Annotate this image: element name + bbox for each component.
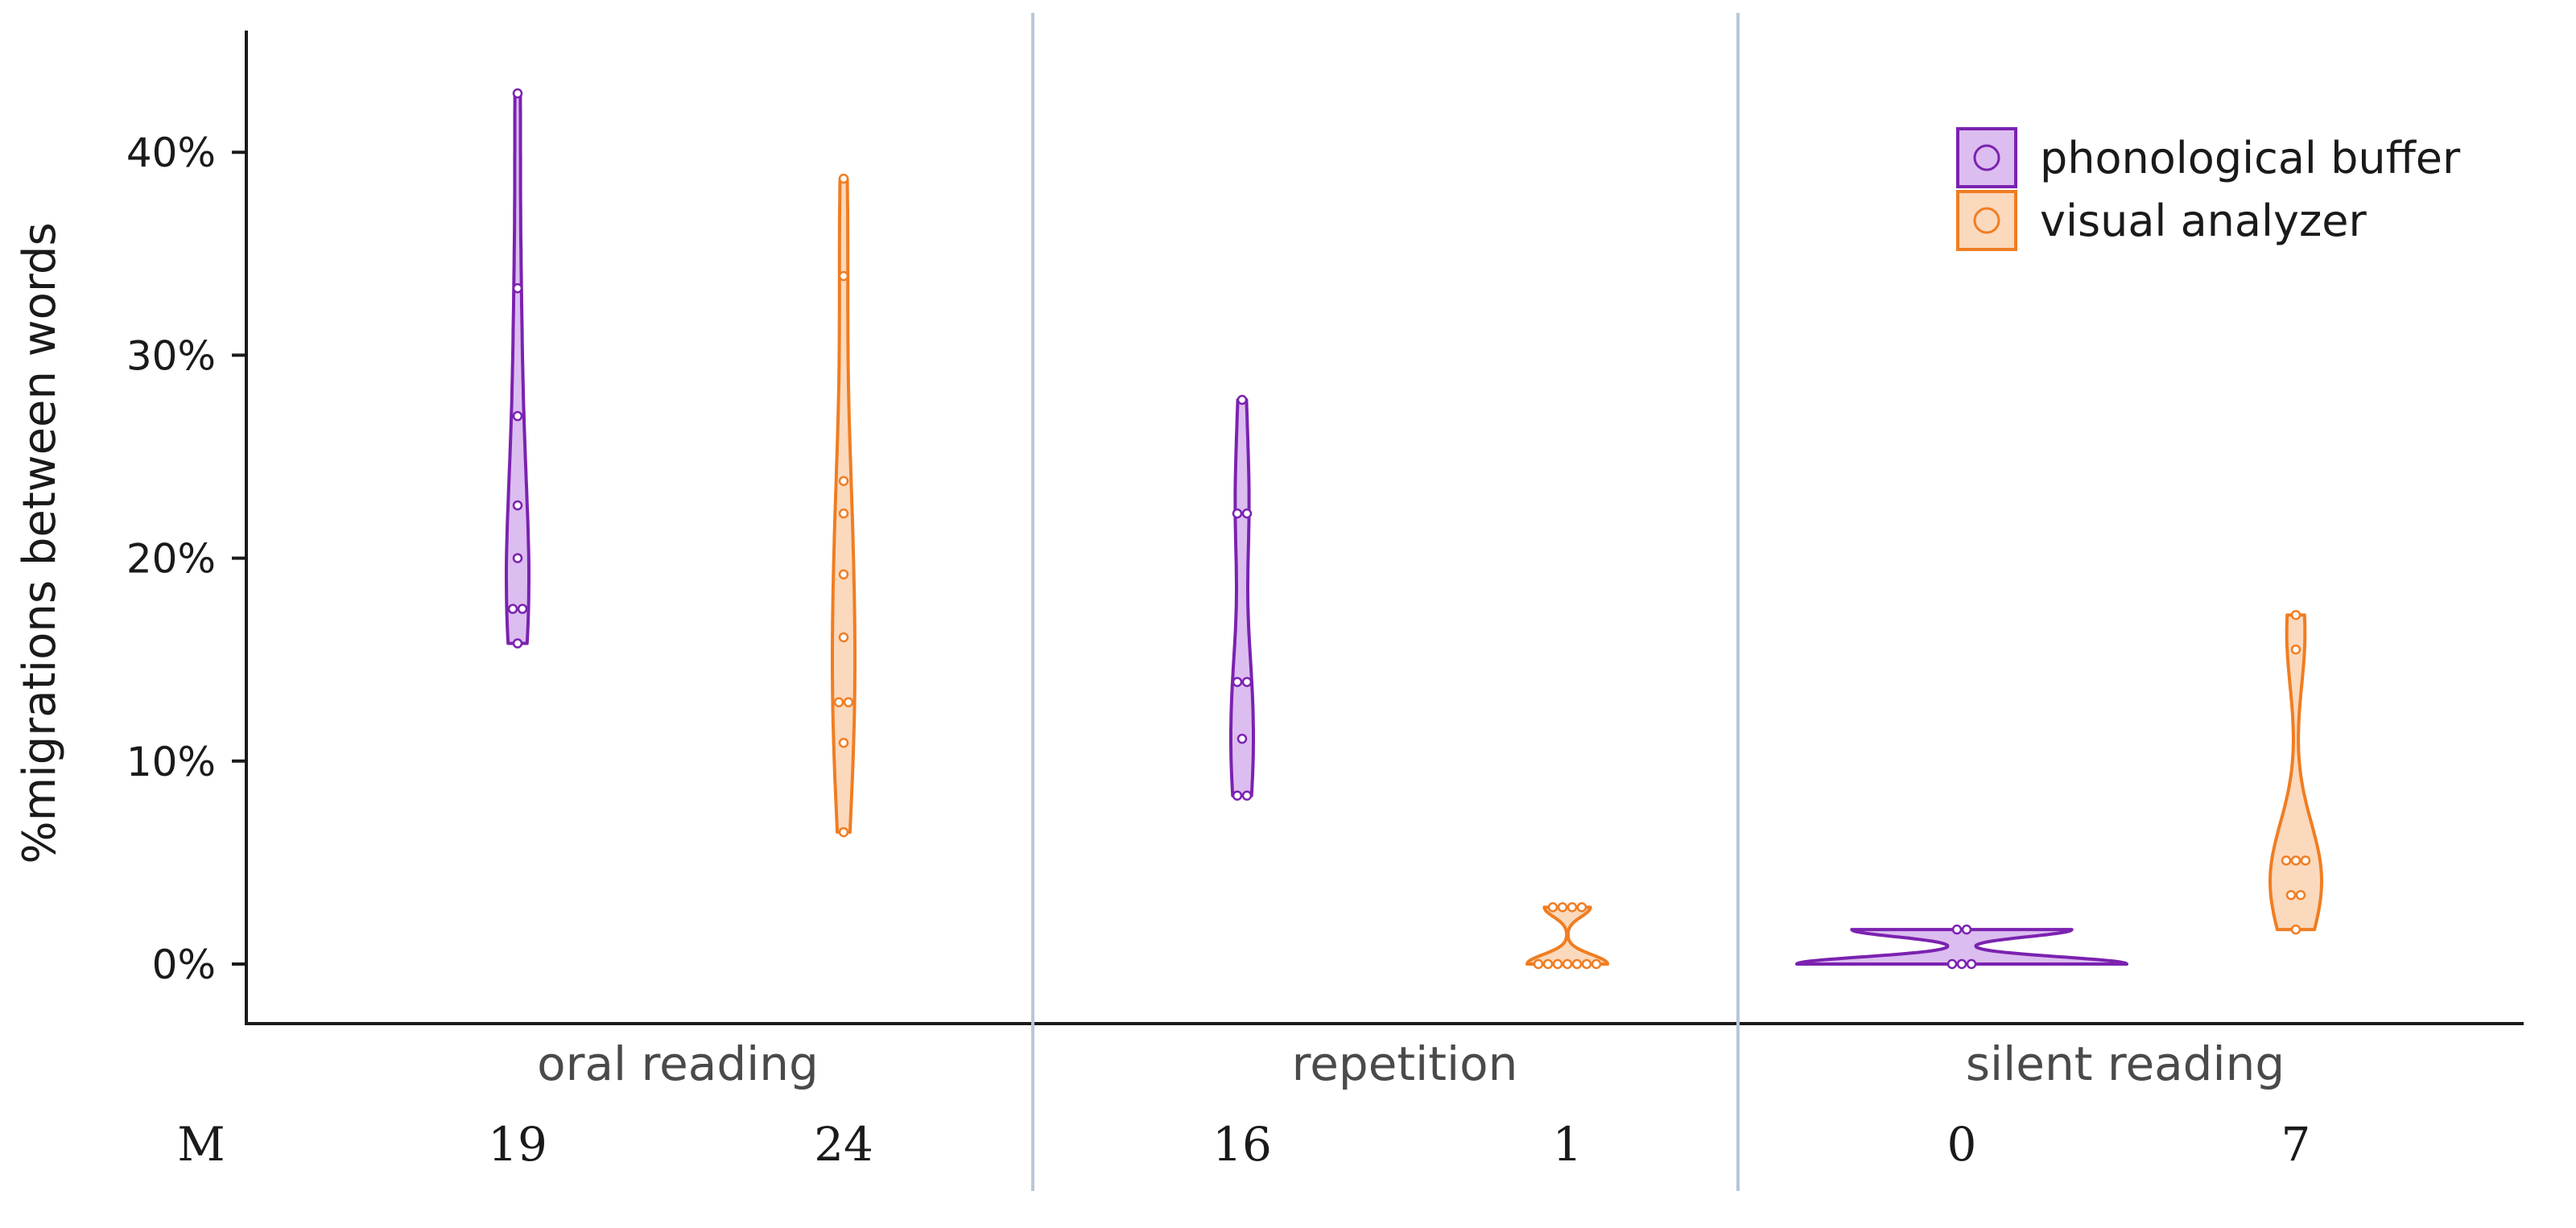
visual-analyzer-repetition-point-0: [1533, 958, 1544, 970]
y-axis-title: %migrations between words: [14, 222, 66, 863]
phonological-buffer-repetition-point-4: [1241, 677, 1253, 687]
phonological-buffer-repetition-point-3: [1232, 677, 1243, 687]
visual-analyzer-repetition-point-5: [1581, 958, 1592, 970]
y-tick-label-20: 20%: [126, 536, 216, 583]
visual-analyzer-repetition-point-9: [1567, 902, 1578, 913]
phonological-buffer-oral-reading-mean-label: 19: [488, 1117, 547, 1172]
visual-analyzer-oral-reading-point-6: [838, 508, 849, 519]
visual-analyzer-silent-reading-violin: [2268, 613, 2323, 932]
phonological-buffer-silent-reading-mean-label: 0: [1947, 1117, 1977, 1172]
visual-analyzer-repetition-point-7: [1547, 902, 1558, 913]
visual-analyzer-oral-reading-point-9: [838, 173, 849, 184]
phonological-buffer-oral-reading-point-4: [512, 500, 523, 511]
phonological-buffer-repetition-point-0: [1232, 790, 1243, 801]
mean-row-label: M: [177, 1117, 225, 1172]
group-label-repetition: repetition: [1292, 1036, 1518, 1091]
phonological-buffer-silent-reading-violin: [1795, 928, 2128, 966]
phonological-buffer-repetition-mean-label: 16: [1212, 1117, 1272, 1172]
legend-label-phonological-buffer: phonological buffer: [2040, 133, 2461, 183]
visual-analyzer-silent-reading-point-4: [2290, 855, 2301, 866]
visual-analyzer-silent-reading-point-7: [2290, 609, 2301, 620]
visual-analyzer-repetition-point-3: [1562, 958, 1573, 970]
visual-analyzer-silent-reading-point-6: [2290, 644, 2301, 655]
visual-analyzer-repetition-point-10: [1576, 902, 1587, 913]
y-tick-label-10: 10%: [126, 739, 216, 785]
phonological-buffer-oral-reading-point-3: [512, 553, 523, 563]
phonological-buffer-oral-reading-point-2: [517, 604, 528, 614]
legend-marker-phonological-buffer: [1973, 144, 2000, 171]
legend-swatch-visual-analyzer: [1956, 190, 2017, 251]
y-tick-label-0: 0%: [152, 942, 216, 988]
phonological-buffer-repetition-point-1: [1241, 790, 1253, 801]
legend-label-visual-analyzer: visual analyzer: [2040, 196, 2368, 246]
visual-analyzer-repetition-point-6: [1591, 958, 1602, 970]
visual-analyzer-oral-reading-point-2: [833, 697, 844, 707]
y-tick-label-40: 40%: [126, 130, 216, 176]
phonological-buffer-oral-reading-point-1: [507, 604, 518, 614]
visual-analyzer-oral-reading-point-0: [838, 826, 849, 838]
visual-analyzer-oral-reading-point-4: [838, 632, 849, 643]
legend-swatch-phonological-buffer: [1956, 127, 2017, 188]
visual-analyzer-oral-reading-point-5: [838, 569, 849, 580]
visual-analyzer-oral-reading-mean-label: 24: [814, 1117, 873, 1172]
phonological-buffer-repetition-point-6: [1241, 508, 1253, 519]
visual-analyzer-repetition-violin: [1525, 905, 1609, 966]
phonological-buffer-repetition-point-7: [1236, 394, 1248, 406]
visual-analyzer-repetition-point-4: [1571, 958, 1583, 970]
phonological-buffer-silent-reading-point-2: [1966, 958, 1977, 970]
phonological-buffer-oral-reading-point-5: [512, 410, 523, 422]
phonological-buffer-silent-reading-point-4: [1961, 924, 1972, 935]
visual-analyzer-oral-reading-point-1: [838, 737, 849, 748]
phonological-buffer-oral-reading-point-0: [512, 638, 523, 649]
visual-analyzer-repetition-point-8: [1557, 902, 1568, 913]
phonological-buffer-repetition-point-2: [1236, 733, 1248, 744]
visual-analyzer-silent-reading-point-0: [2290, 924, 2301, 935]
legend-marker-visual-analyzer: [1973, 207, 2000, 234]
group-label-silent-reading: silent reading: [1966, 1036, 2285, 1091]
group-label-oral-reading: oral reading: [537, 1036, 819, 1091]
visual-analyzer-silent-reading-point-2: [2295, 890, 2306, 900]
phonological-buffer-silent-reading-point-0: [1946, 958, 1958, 970]
phonological-buffer-repetition-point-5: [1232, 508, 1243, 519]
visual-analyzer-silent-reading-point-3: [2281, 855, 2292, 866]
visual-analyzer-silent-reading-mean-label: 7: [2281, 1117, 2311, 1172]
visual-analyzer-oral-reading-point-8: [838, 270, 849, 282]
phonological-buffer-silent-reading-point-1: [1956, 958, 1967, 970]
visual-analyzer-oral-reading-point-7: [838, 476, 849, 487]
visual-analyzer-oral-reading-point-3: [843, 697, 854, 707]
phonological-buffer-oral-reading-point-7: [512, 88, 523, 99]
visual-analyzer-repetition-point-2: [1552, 958, 1563, 970]
visual-analyzer-silent-reading-point-5: [2300, 855, 2311, 866]
phonological-buffer-silent-reading-point-3: [1951, 924, 1963, 935]
visual-analyzer-repetition-mean-label: 1: [1553, 1117, 1583, 1172]
phonological-buffer-oral-reading-point-6: [512, 282, 523, 294]
visual-analyzer-repetition-point-1: [1542, 958, 1554, 970]
y-tick-label-30: 30%: [126, 332, 216, 379]
visual-analyzer-silent-reading-point-1: [2285, 890, 2297, 900]
